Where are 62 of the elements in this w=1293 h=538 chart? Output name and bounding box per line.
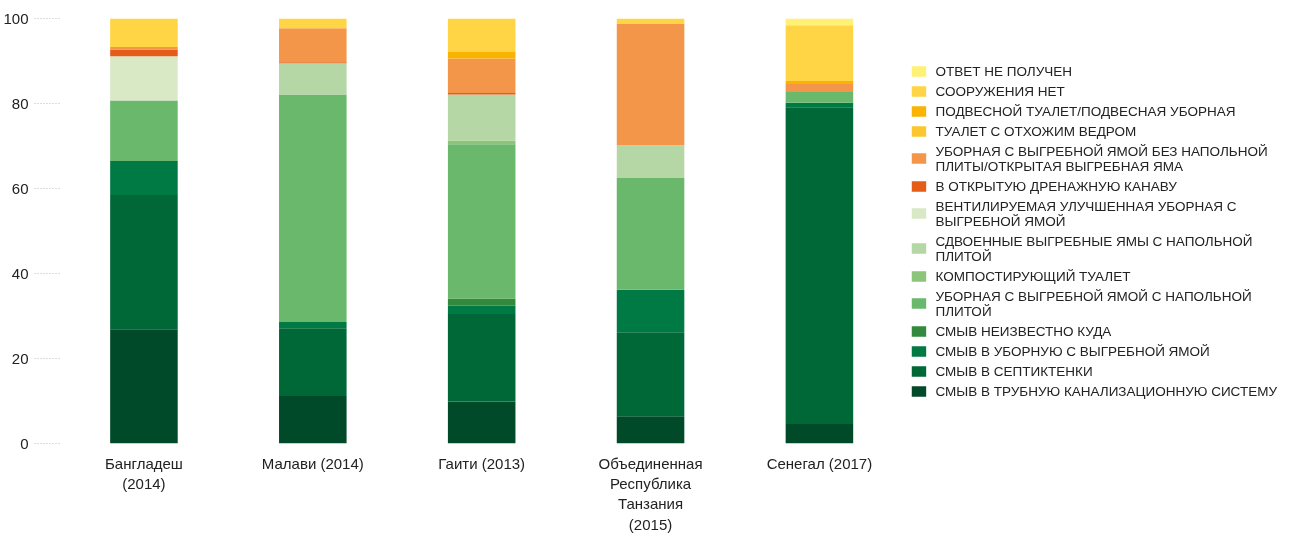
bar (279, 28, 347, 63)
bar (447, 313, 516, 402)
bar (110, 46, 178, 50)
bar (785, 80, 854, 84)
bar (279, 63, 347, 95)
bar (279, 94, 347, 322)
legend-label: В ОТКРЫТУЮ ДРЕНАЖНУЮ КАНАВУ (935, 178, 1177, 193)
x-tick-label: Гаити (2013) (438, 454, 526, 472)
y-tick-label: 0 (20, 434, 29, 452)
bar (279, 328, 347, 396)
y-tick-label: 80 (11, 94, 29, 112)
bar (785, 423, 854, 444)
bar (447, 94, 516, 141)
x-tick-label: Малави (2014) (261, 454, 364, 472)
bar (616, 416, 685, 444)
bar (616, 23, 685, 146)
bar (447, 58, 516, 93)
legend-label: СМЫВ В СЕПТИКТЕНКИ (935, 363, 1093, 378)
legend-label: СМЫВ В УБОРНУЮ С ВЫГРЕБНОЙ ЯМОЙ (935, 343, 1210, 358)
bar (110, 194, 178, 330)
x-tick-label: Бангладеш (2014) (105, 454, 183, 492)
bar (616, 332, 685, 417)
y-tick-label: 60 (11, 179, 29, 197)
bar (785, 107, 854, 424)
legend-label: УБОРНАЯ С ВЫГРЕБНОЙ ЯМОЙ С НАПОЛЬНОЙ ПЛИТОЙ (935, 288, 1252, 318)
bar (447, 305, 516, 314)
legend-label: СДВОЕННЫЕ ВЫГРЕБНЫЕ ЯМЫ С НАПОЛЬНОЙ ПЛИТОЙ (935, 233, 1253, 263)
legend-label: КОМПОСТИРУЮЩИЙ ТУАЛЕТ (935, 268, 1131, 283)
bar (447, 18, 516, 53)
legend-label: ПОДВЕСНОЙ ТУАЛЕТ/ПОДВЕСНАЯ УБОРНАЯ (935, 103, 1236, 118)
bar (110, 100, 178, 161)
bar (447, 401, 516, 444)
bar (447, 52, 516, 59)
bar (279, 18, 347, 29)
legend-label: СООРУЖЕНИЯ НЕТ (935, 83, 1065, 98)
legend-label: СМЫВ В ТРУБНУЮ КАНАЛИЗАЦИОННУЮ СИСТЕМУ (935, 383, 1277, 398)
legend-label: СМЫВ НЕИЗВЕСТНО КУДА (935, 323, 1112, 338)
bar (447, 298, 516, 306)
bar (447, 144, 516, 299)
bar (616, 289, 685, 333)
legend-label: ТУАЛЕТ С ОТХОЖИМ ВЕДРОМ (935, 123, 1137, 138)
legend-label: УБОРНАЯ С ВЫГРЕБНОЙ ЯМОЙ БЕЗ НАПОЛЬНОЙ ПЛИТЫ/ОТКРЫТАЯ ВЫГРЕБНАЯ ЯМА (935, 143, 1268, 173)
bar (110, 18, 178, 47)
x-tick-label: Объединенная Республика Танзания (2015) (598, 454, 703, 533)
bar (785, 92, 854, 103)
bar (785, 83, 854, 93)
x-tick-label: Сенегал (2017) (766, 454, 873, 472)
bar (279, 395, 347, 444)
bar (110, 160, 178, 195)
bar (110, 56, 178, 101)
bar (616, 177, 685, 290)
legend-label: ОТВЕТ НЕ ПОЛУЧЕН (935, 63, 1072, 78)
bar (616, 145, 685, 178)
y-tick-label: 40 (11, 264, 29, 282)
legend-label: ВЕНТИЛИРУЕМАЯ УЛУЧШЕННАЯ УБОРНАЯ С ВЫГРЕБНОЙ ЯМОЙ (935, 198, 1237, 228)
bar (616, 18, 685, 24)
bar (785, 25, 854, 81)
bar (279, 321, 347, 329)
bar (447, 140, 516, 145)
y-tick-label: 100 (3, 9, 29, 27)
y-tick-label: 20 (11, 349, 29, 367)
bar (110, 329, 178, 444)
